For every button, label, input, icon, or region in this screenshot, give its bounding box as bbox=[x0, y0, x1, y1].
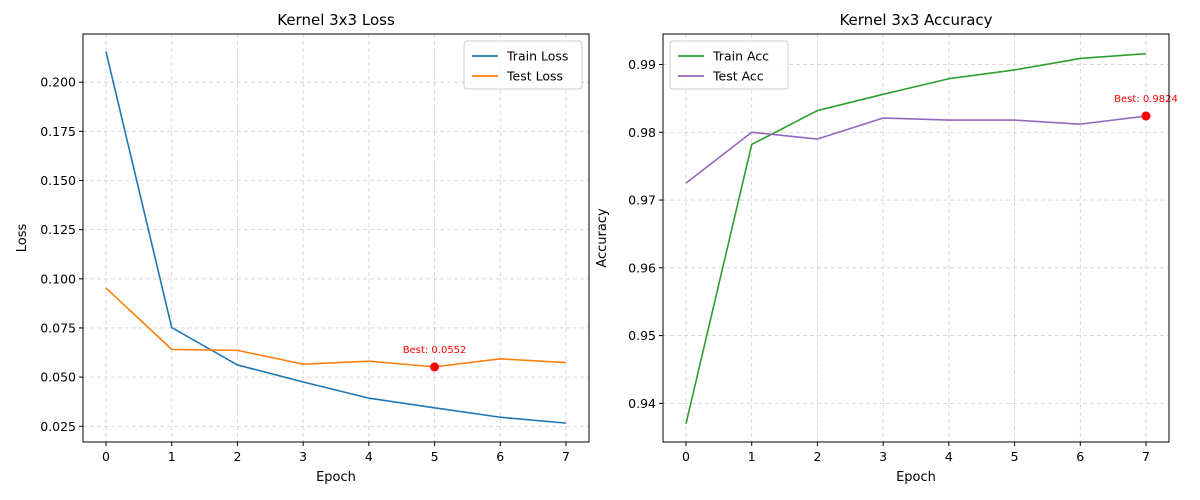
y-tick-label: 0.025 bbox=[40, 419, 76, 434]
series-line-train-acc bbox=[685, 52, 1147, 424]
best-marker bbox=[1141, 111, 1151, 121]
legend-label: Test Acc bbox=[712, 69, 764, 84]
x-axis-label: Epoch bbox=[896, 470, 936, 485]
y-tick-label: 0.125 bbox=[40, 222, 76, 237]
best-marker bbox=[430, 362, 440, 372]
series-line-train-loss bbox=[105, 51, 567, 424]
y-tick-label: 0.150 bbox=[40, 173, 76, 188]
y-tick-label: 0.97 bbox=[628, 193, 656, 208]
legend-label: Train Acc bbox=[712, 49, 769, 64]
y-tick-label: 0.94 bbox=[628, 396, 656, 411]
x-tick-label: 3 bbox=[879, 449, 887, 464]
x-tick-label: 5 bbox=[431, 449, 439, 464]
x-tick-label: 0 bbox=[682, 449, 690, 464]
x-axis-label: Epoch bbox=[316, 470, 356, 485]
best-annotation: Best: 0.9824 bbox=[1114, 94, 1178, 105]
chart-title: Kernel 3x3 Loss bbox=[277, 11, 395, 29]
y-tick-label: 0.075 bbox=[40, 320, 76, 335]
y-axis-label: Accuracy bbox=[595, 208, 610, 268]
x-tick-label: 7 bbox=[562, 449, 570, 464]
legend-box bbox=[669, 40, 789, 90]
y-tick-label: 0.200 bbox=[40, 75, 76, 90]
x-tick-label: 7 bbox=[1142, 449, 1150, 464]
x-tick-label: 1 bbox=[168, 449, 176, 464]
x-tick-label: 6 bbox=[496, 449, 504, 464]
plot-frame bbox=[662, 33, 1170, 443]
legend-label: Test Loss bbox=[506, 69, 563, 84]
legend: Train Loss Test Loss bbox=[463, 40, 583, 90]
x-tick-label: 4 bbox=[945, 449, 953, 464]
x-tick-label: 5 bbox=[1011, 449, 1019, 464]
legend: Train Acc Test Acc bbox=[669, 40, 789, 90]
y-tick-label: 0.98 bbox=[628, 125, 656, 140]
series-line-test-acc bbox=[685, 115, 1147, 184]
x-tick-label: 4 bbox=[365, 449, 373, 464]
y-tick-label: 0.100 bbox=[40, 271, 76, 286]
plot-frame bbox=[82, 33, 590, 443]
loss-chart: Best: 0.0552 0 1 2 3 4 5 6 7 0.025 0.050 0.075 0.100… bbox=[15, 11, 590, 485]
y-tick-label: 0.050 bbox=[40, 370, 76, 385]
y-tick-label: 0.96 bbox=[628, 260, 656, 275]
y-tick-label: 0.95 bbox=[628, 328, 656, 343]
series-line-test-loss bbox=[105, 287, 567, 368]
legend-label: Train Loss bbox=[506, 49, 568, 64]
x-tick-label: 1 bbox=[748, 449, 756, 464]
x-tick-label: 0 bbox=[102, 449, 110, 464]
y-tick-label: 0.175 bbox=[40, 124, 76, 139]
x-tick-label: 2 bbox=[233, 449, 241, 464]
x-tick-label: 2 bbox=[813, 449, 821, 464]
legend-box bbox=[463, 40, 583, 90]
x-tick-label: 3 bbox=[299, 449, 307, 464]
chart-title: Kernel 3x3 Accuracy bbox=[839, 11, 992, 29]
y-axis-label: Loss bbox=[15, 224, 30, 253]
best-annotation: Best: 0.0552 bbox=[403, 345, 467, 356]
accuracy-chart: Best: 0.9824 0 1 2 3 4 5 6 7 0.94 0.95 0.96 0.97 0.98… bbox=[595, 11, 1178, 485]
x-tick-label: 6 bbox=[1076, 449, 1084, 464]
y-tick-label: 0.99 bbox=[628, 57, 656, 72]
